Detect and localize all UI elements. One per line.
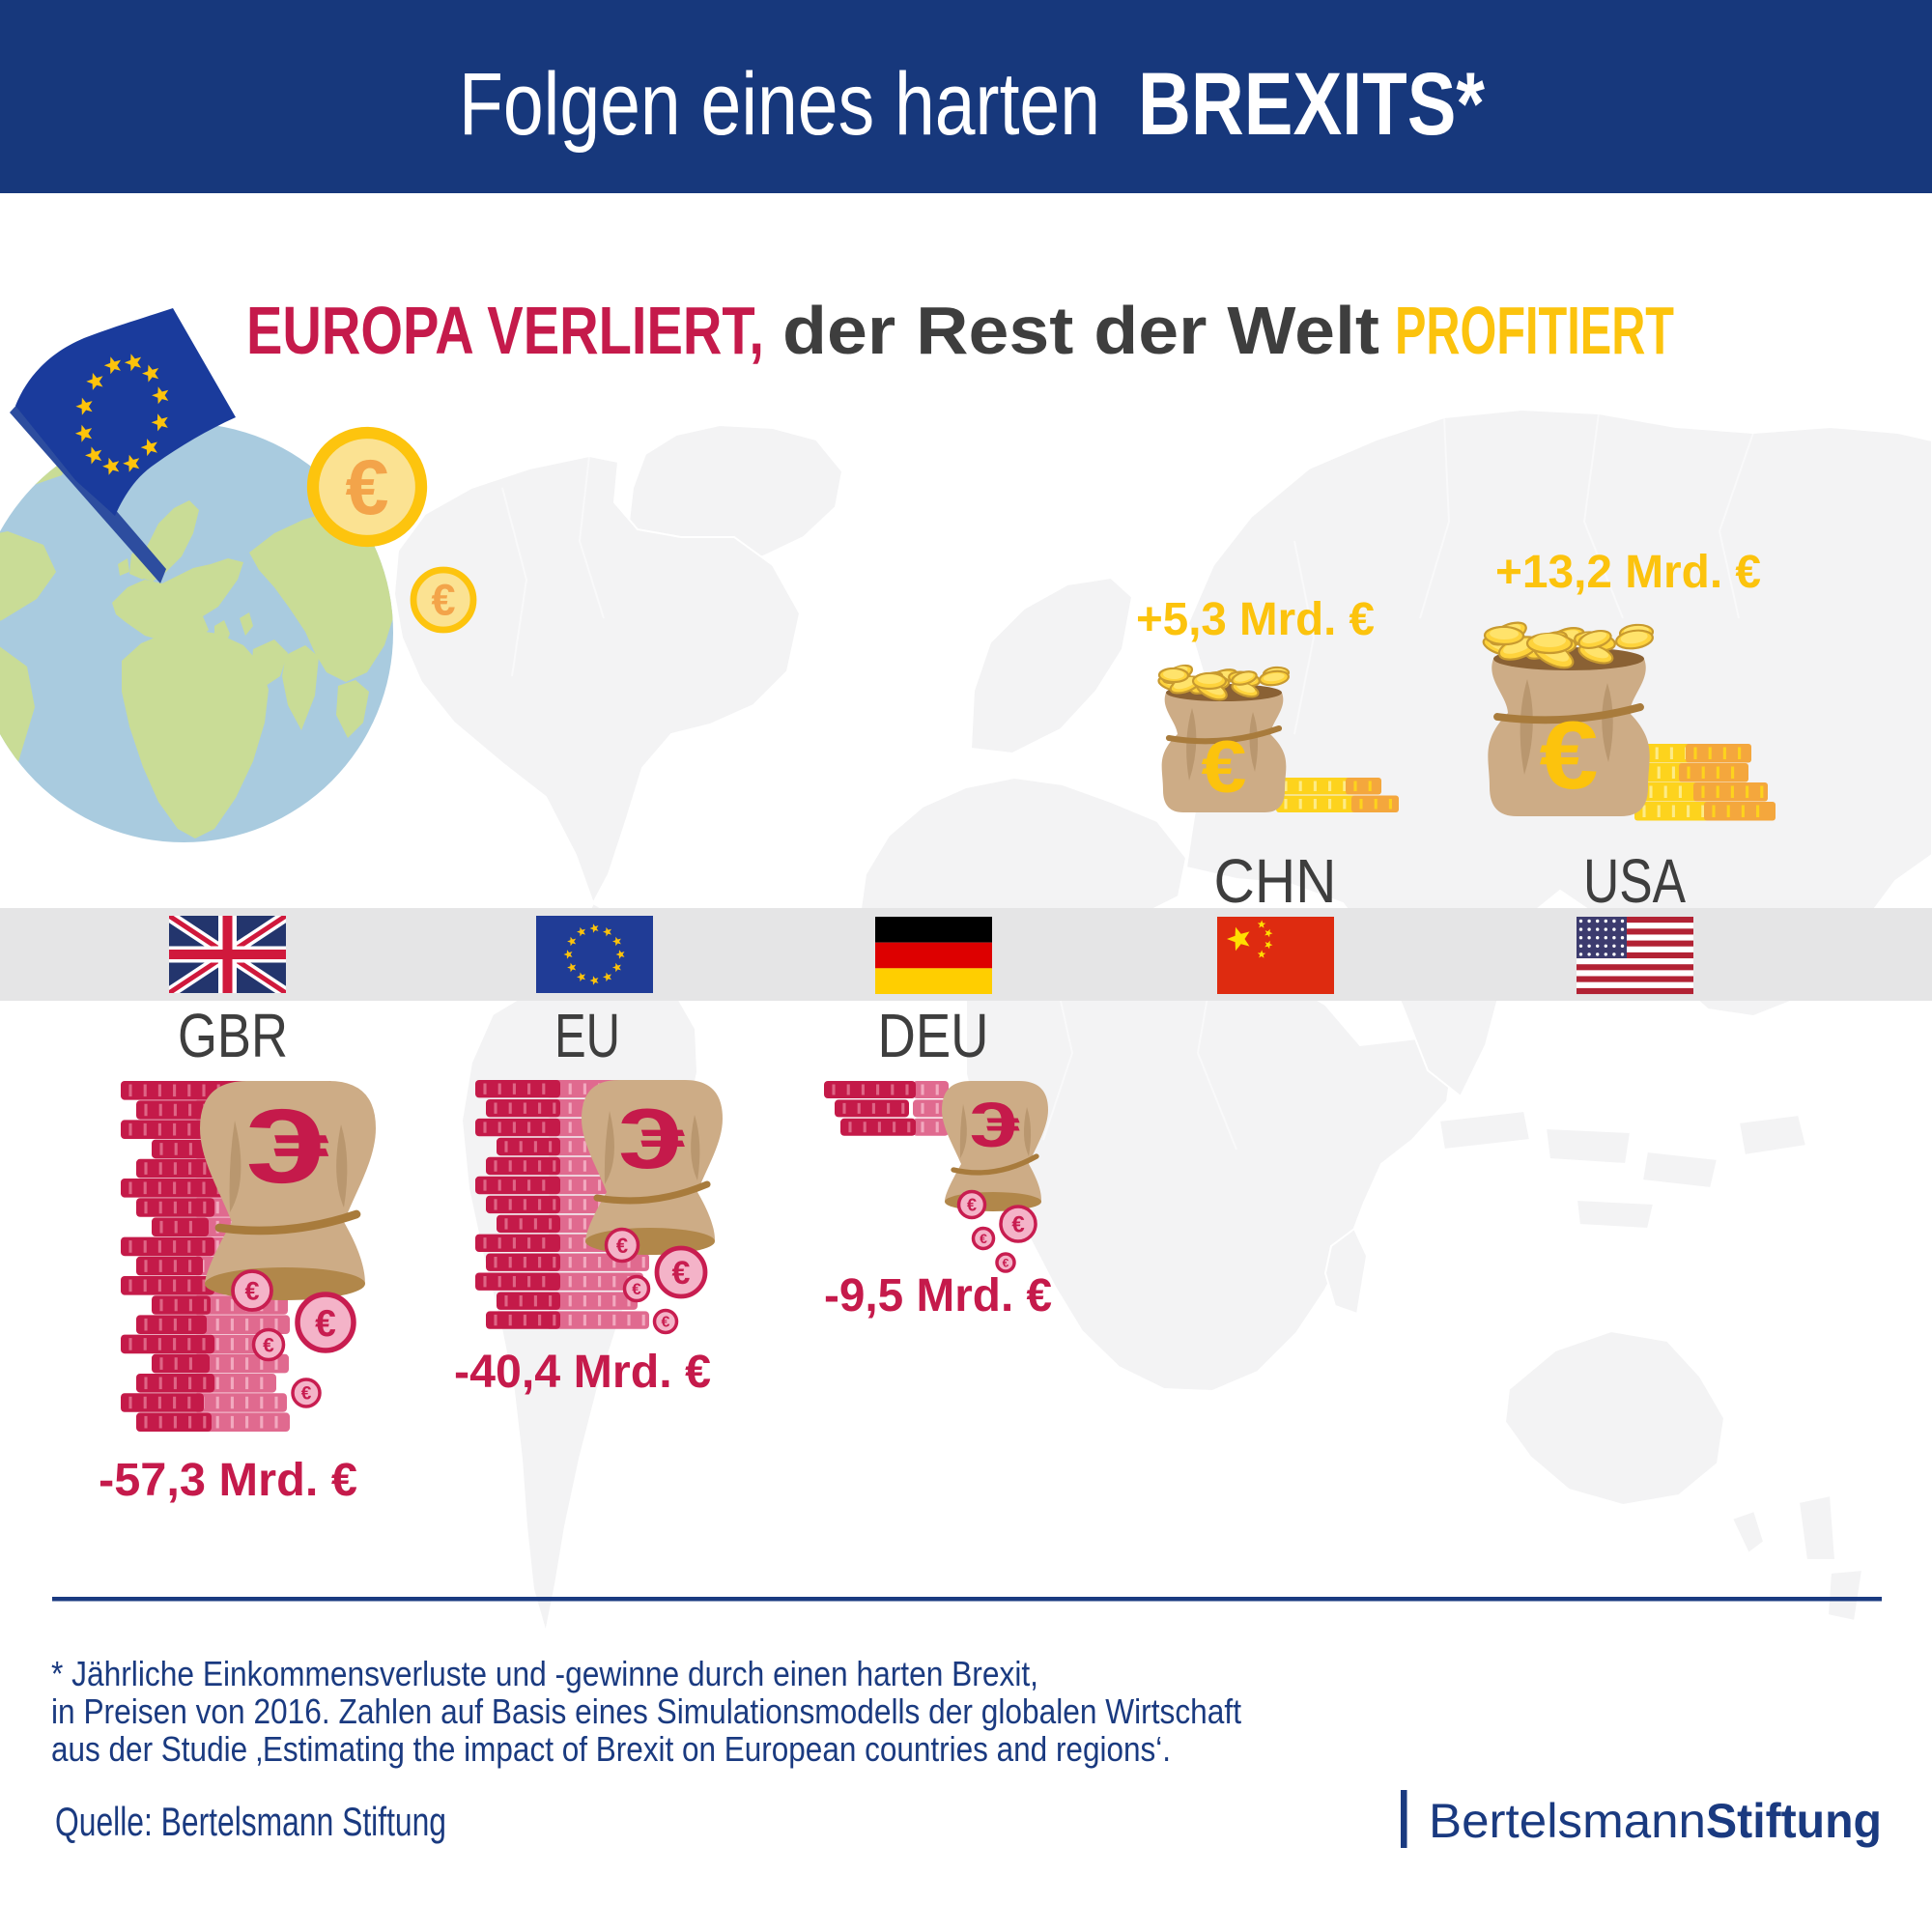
svg-text:USA: USA — [1583, 846, 1686, 916]
svg-text:-9,5 Mrd. €: -9,5 Mrd. € — [824, 1270, 1052, 1321]
svg-text:€: € — [970, 1089, 1020, 1160]
svg-text:€: € — [1011, 1212, 1024, 1238]
svg-text:Bertelsmann: Bertelsmann — [1429, 1794, 1706, 1848]
svg-text:€: € — [244, 1277, 259, 1306]
svg-text:CHN: CHN — [1214, 846, 1337, 916]
svg-text:in Preisen von 2016. Zahlen au: in Preisen von 2016. Zahlen auf Basis ei… — [51, 1691, 1241, 1731]
svg-text:+5,3 Mrd. €: +5,3 Mrd. € — [1136, 594, 1375, 645]
svg-text:€: € — [345, 444, 388, 531]
svg-text:€: € — [246, 1088, 329, 1206]
svg-text:€: € — [672, 1255, 691, 1292]
svg-text:DEU: DEU — [878, 1001, 989, 1070]
svg-text:€: € — [1540, 701, 1599, 809]
svg-text:-57,3 Mrd. €: -57,3 Mrd. € — [99, 1455, 357, 1506]
svg-text:€: € — [301, 1384, 312, 1405]
svg-text:€: € — [662, 1315, 670, 1331]
svg-text:+13,2 Mrd. €: +13,2 Mrd. € — [1495, 547, 1761, 598]
svg-text:€: € — [263, 1334, 274, 1356]
svg-text:Stiftung: Stiftung — [1706, 1794, 1882, 1848]
svg-text:€: € — [315, 1303, 336, 1345]
svg-text:Folgen eines harten: Folgen eines harten — [459, 55, 1100, 154]
svg-text:GBR: GBR — [178, 1001, 288, 1070]
svg-text:€: € — [619, 1091, 686, 1186]
svg-text:€: € — [1202, 726, 1247, 809]
svg-text:€: € — [431, 576, 455, 625]
svg-text:€: € — [632, 1280, 641, 1298]
svg-text:-40,4 Mrd. €: -40,4 Mrd. € — [454, 1347, 711, 1398]
svg-text:BREXITS*: BREXITS* — [1138, 55, 1485, 154]
svg-text:aus der Studie ‚Estimating the: aus der Studie ‚Estimating the impact of… — [51, 1729, 1171, 1769]
svg-text:€: € — [980, 1231, 987, 1246]
svg-text:€: € — [967, 1196, 977, 1215]
svg-text:€: € — [616, 1234, 628, 1258]
svg-text:PROFITIERT: PROFITIERT — [1395, 293, 1674, 368]
svg-text:Quelle: Bertelsmann Stiftung: Quelle: Bertelsmann Stiftung — [55, 1799, 446, 1844]
svg-text:* Jährliche Einkommensverluste: * Jährliche Einkommensverluste und -gewi… — [51, 1654, 1038, 1693]
svg-text:der Rest der Welt: der Rest der Welt — [782, 293, 1379, 368]
svg-text:EU: EU — [554, 1001, 620, 1070]
svg-text:€: € — [1003, 1256, 1009, 1269]
svg-text:EUROPA VERLIERT,: EUROPA VERLIERT, — [246, 293, 764, 368]
